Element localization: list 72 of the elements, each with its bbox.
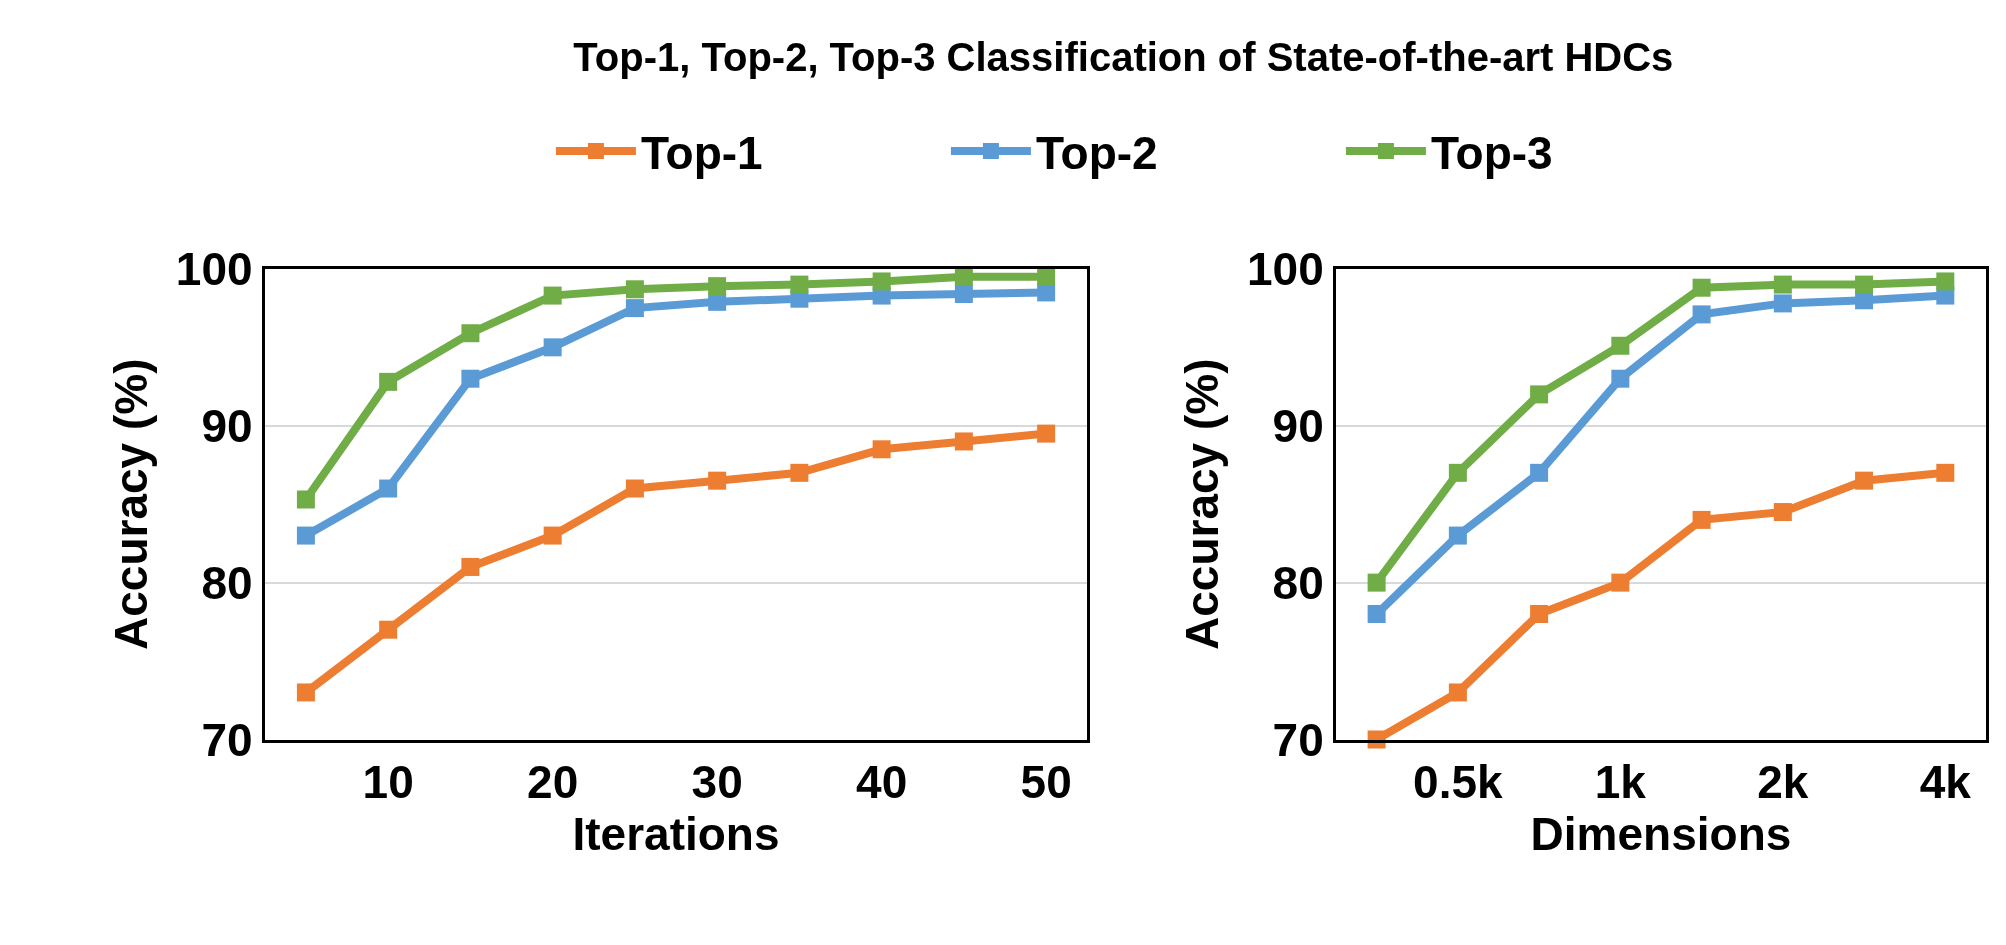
point xyxy=(379,620,398,639)
point xyxy=(625,280,644,299)
point xyxy=(708,471,727,490)
point xyxy=(543,338,562,357)
point xyxy=(1448,683,1467,702)
point xyxy=(461,557,480,576)
x-axis-title: Iterations xyxy=(572,807,780,860)
point xyxy=(625,479,644,498)
y-tick-label: 90 xyxy=(201,399,253,452)
point xyxy=(708,277,727,296)
x-tick-label: 50 xyxy=(1020,755,1072,808)
y-axis-title: Accuracy (%) xyxy=(105,358,158,650)
point xyxy=(1855,275,1874,294)
point xyxy=(1530,605,1549,624)
y-tick-label: 90 xyxy=(1272,399,1324,452)
point xyxy=(1448,526,1467,545)
y-tick-label: 80 xyxy=(201,556,253,609)
point xyxy=(1367,605,1386,624)
x-tick-label: 0.5k xyxy=(1413,755,1504,808)
point xyxy=(1692,510,1711,529)
point xyxy=(1692,305,1711,324)
point xyxy=(872,440,891,459)
point xyxy=(954,267,973,286)
point xyxy=(954,432,973,451)
point xyxy=(1773,503,1792,522)
y-tick-label: 70 xyxy=(1272,713,1324,766)
legend-label: Top-1 xyxy=(640,126,763,179)
y-tick-label: 100 xyxy=(175,243,253,295)
point xyxy=(461,369,480,388)
point xyxy=(296,526,315,545)
point xyxy=(1611,369,1630,388)
y-tick-label: 70 xyxy=(201,713,253,766)
point xyxy=(1037,267,1056,286)
point xyxy=(1936,272,1955,291)
point xyxy=(1367,573,1386,592)
point xyxy=(1037,424,1056,443)
y-tick-label: 80 xyxy=(1272,556,1324,609)
point xyxy=(790,275,809,294)
point xyxy=(872,272,891,291)
point xyxy=(625,299,644,318)
point xyxy=(296,490,315,509)
point xyxy=(379,479,398,498)
y-axis-title: Accuracy (%) xyxy=(1176,358,1229,650)
x-tick-label: 2k xyxy=(1757,755,1809,808)
point xyxy=(296,683,315,702)
point xyxy=(543,526,562,545)
point xyxy=(1530,463,1549,482)
point xyxy=(461,324,480,343)
point xyxy=(1855,471,1874,490)
point xyxy=(1692,278,1711,297)
x-tick-label: 1k xyxy=(1594,755,1647,808)
point xyxy=(1773,275,1792,294)
x-tick-label: 4k xyxy=(1919,755,1972,808)
x-tick-label: 10 xyxy=(362,755,414,808)
y-tick-label: 100 xyxy=(1247,243,1324,295)
point xyxy=(954,285,973,303)
point xyxy=(1773,294,1792,313)
x-tick-label: 20 xyxy=(527,755,579,808)
point xyxy=(1611,573,1630,592)
point xyxy=(1611,336,1630,355)
point xyxy=(1936,463,1955,482)
legend-label: Top-2 xyxy=(1035,126,1158,179)
chart-title: Top-1, Top-2, Top-3 Classification of State-of-the-art HDCs xyxy=(573,34,1674,79)
point xyxy=(379,372,398,391)
x-tick-label: 40 xyxy=(856,755,908,808)
x-tick-label: 30 xyxy=(691,755,743,808)
point xyxy=(543,286,562,305)
x-axis-title: Dimensions xyxy=(1530,807,1792,860)
point xyxy=(1530,385,1549,404)
point xyxy=(1448,463,1467,482)
legend-label: Top-3 xyxy=(1430,126,1553,179)
point xyxy=(790,463,809,482)
